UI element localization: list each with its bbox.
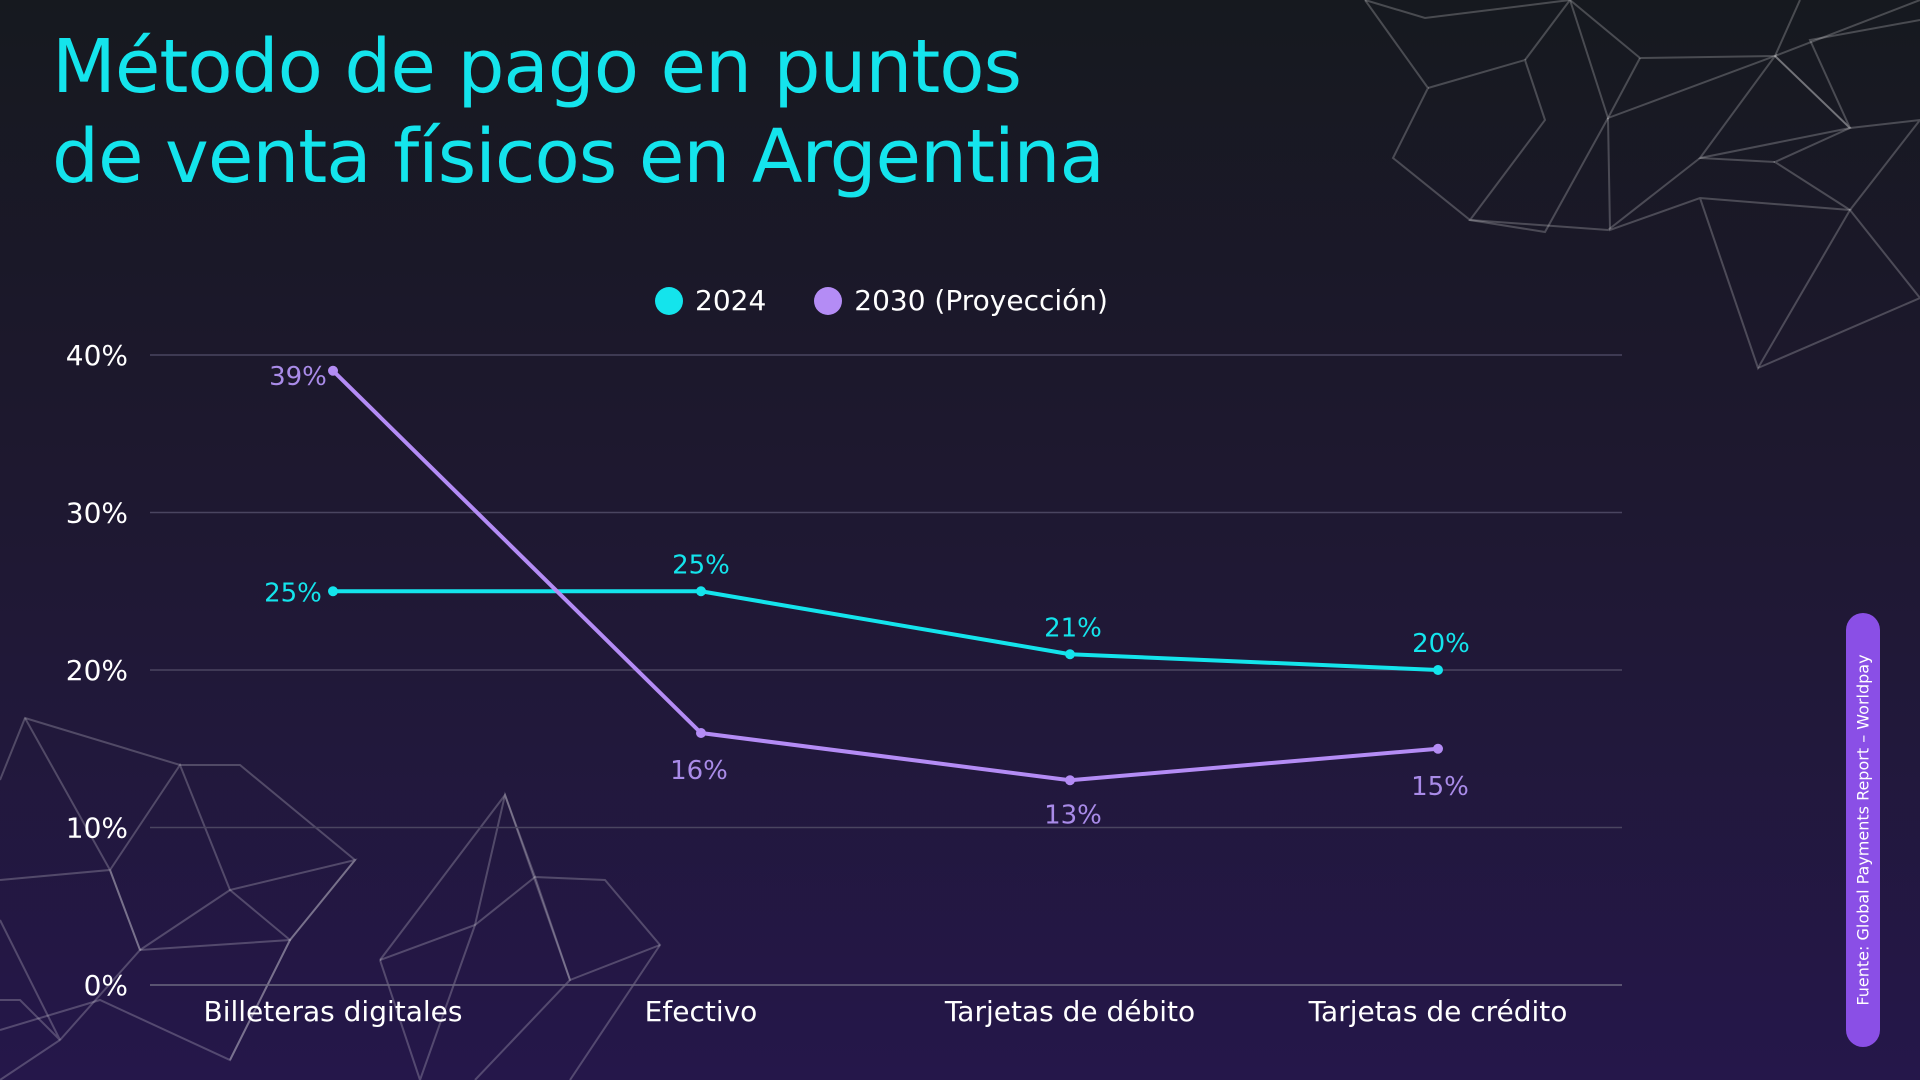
x-tick-label: Tarjetas de débito (944, 995, 1195, 1028)
data-label-2030: 16% (670, 756, 728, 786)
y-tick-label: 20% (66, 654, 128, 687)
y-tick-label: 10% (66, 812, 128, 845)
data-point-2024 (696, 586, 706, 597)
data-label-2030: 39% (269, 362, 327, 392)
legend-marker-2030 (814, 286, 843, 315)
data-point-2024 (328, 586, 338, 597)
y-tick-label: 0% (84, 969, 128, 1002)
data-label-2030: 15% (1411, 772, 1469, 802)
y-tick-label: 30% (66, 497, 128, 530)
chart-legend: 2024 2030 (Proyección) (655, 284, 1156, 317)
legend-label-2030: 2030 (Proyección) (854, 284, 1108, 317)
page-title: Método de pago en puntos de venta físico… (52, 22, 1105, 202)
title-line-1: Método de pago en puntos (52, 24, 1022, 110)
x-tick-label: Efectivo (645, 995, 758, 1028)
data-label-2030: 13% (1044, 800, 1102, 830)
data-point-2030 (696, 728, 706, 738)
x-tick-label: Tarjetas de crédito (1308, 995, 1568, 1028)
data-point-2024 (1433, 665, 1443, 675)
legend-label-2024: 2024 (695, 284, 767, 317)
data-point-2030 (1065, 775, 1075, 786)
series-line-2024 (333, 589, 1439, 672)
title-line-2: de venta físicos en Argentina (52, 114, 1105, 200)
legend-marker-2024 (655, 286, 683, 315)
y-tick-label: 40% (66, 339, 128, 372)
data-point-2030 (1433, 743, 1443, 754)
source-note: Fuente: Global Payments Report – Worldpa… (1853, 654, 1873, 1006)
legend-item-2024: 2024 (655, 284, 766, 317)
data-label-2024: 25% (264, 578, 322, 608)
x-tick-label: Billeteras digitales (204, 995, 463, 1028)
data-label-2024: 20% (1412, 629, 1470, 659)
series-line-2030 (331, 369, 1439, 783)
data-label-2024: 25% (672, 550, 730, 580)
source-pill (1846, 613, 1880, 1047)
data-label-2024: 21% (1044, 613, 1102, 643)
data-point-2030 (328, 365, 338, 376)
data-point-2024 (1065, 649, 1075, 660)
legend-item-2030: 2030 (Proyección) (814, 284, 1108, 317)
